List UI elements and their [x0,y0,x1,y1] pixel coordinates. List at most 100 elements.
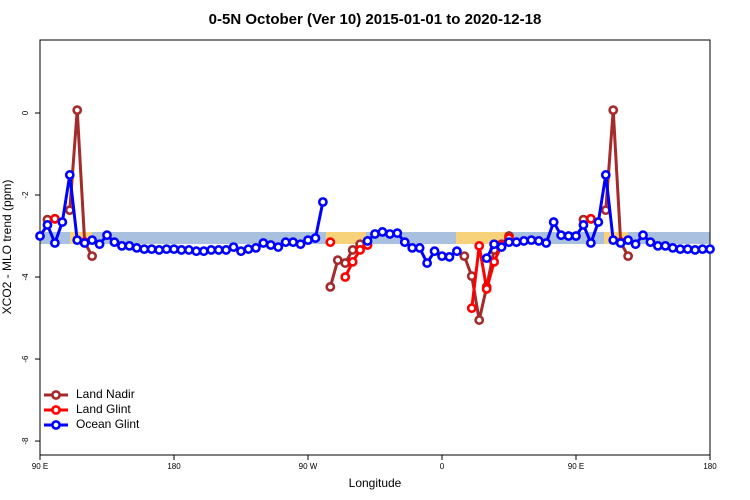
data-point [563,231,574,241]
data-point [49,238,60,248]
band-land [326,232,366,244]
data-point [139,244,150,255]
legend-marker [51,390,61,400]
data-point [94,239,105,250]
data-point [429,246,440,257]
data-point [630,239,641,250]
data-point [705,244,715,255]
y-tick-label: -6 [21,355,30,363]
data-point [169,244,179,255]
data-point [451,246,462,257]
data-point [660,240,671,251]
data-point [481,284,492,294]
data-point [280,237,291,248]
data-point [243,244,254,255]
data-point [206,245,217,255]
data-point [191,246,202,257]
data-point [213,245,224,255]
data-point [340,258,351,268]
data-point [370,229,380,239]
data-point [690,245,701,255]
data-point [474,240,485,251]
data-point [444,252,455,262]
y-tick-label: -8 [21,437,30,445]
data-point [541,238,552,248]
legend-marker [51,420,61,430]
data-point [131,243,142,253]
data-point [221,245,232,255]
data-point [414,243,425,253]
data-point [399,237,410,248]
data-point [35,231,45,241]
x-tick-label: 90 W [299,462,318,471]
data-point [489,256,500,267]
data-point [198,246,209,257]
data-point [571,231,581,241]
y-axis-label: XCO2 - MLO trend (ppm) [0,180,14,315]
data-point [87,235,98,246]
data-point [384,229,395,239]
data-point [578,220,589,230]
data-point [459,251,470,262]
data-point [638,230,648,241]
x-tick-label: 90 E [568,462,584,471]
y-tick-label: 0 [21,110,30,115]
data-point [102,230,112,241]
data-point [79,238,90,248]
data-point [288,237,299,248]
data-point [161,244,172,255]
data-point [496,242,507,252]
data-point [124,240,135,251]
data-point [332,255,343,266]
data-point [116,240,127,251]
data-point [526,235,537,246]
data-point [146,244,157,255]
data-point [615,238,626,248]
data-point [511,237,522,248]
data-point [623,251,634,262]
data-point [407,243,418,253]
data-point [422,258,433,268]
y-tick-label: -2 [21,191,30,199]
data-point [109,237,120,248]
data-point [675,244,686,255]
x-tick-label: 180 [703,462,717,471]
data-point [593,217,604,227]
legend-label: Ocean Glint [76,417,140,431]
legend-label: Land Glint [76,402,131,416]
data-point [623,235,634,246]
data-point [87,251,98,262]
data-point [489,239,500,250]
data-point [548,217,559,227]
data-point [362,236,373,246]
data-point [317,197,328,207]
data-point [504,237,514,248]
y-tick-label: -4 [21,273,30,281]
data-point [466,303,477,314]
data-point [64,170,75,180]
data-point [355,245,366,255]
data-point [437,251,447,262]
chart-title: 0-5N October (Ver 10) 2015-01-01 to 2020… [209,11,542,28]
data-point [697,244,708,255]
data-point [258,238,269,248]
data-point [265,240,276,250]
data-point [42,220,53,230]
data-point [377,227,388,237]
data-point [667,243,678,253]
x-axis-label: Longitude [349,476,402,490]
data-point [608,105,619,116]
x-tick-label: 180 [167,462,181,471]
data-point [273,242,284,252]
x-tick-label: 0 [440,462,445,471]
data-point [49,213,60,224]
data-point [518,236,529,246]
data-point [57,217,68,227]
data-point [608,235,619,246]
legend-marker [51,405,61,415]
data-point [236,246,246,257]
data-point [481,253,492,264]
legend-label: Land Nadir [76,387,135,401]
